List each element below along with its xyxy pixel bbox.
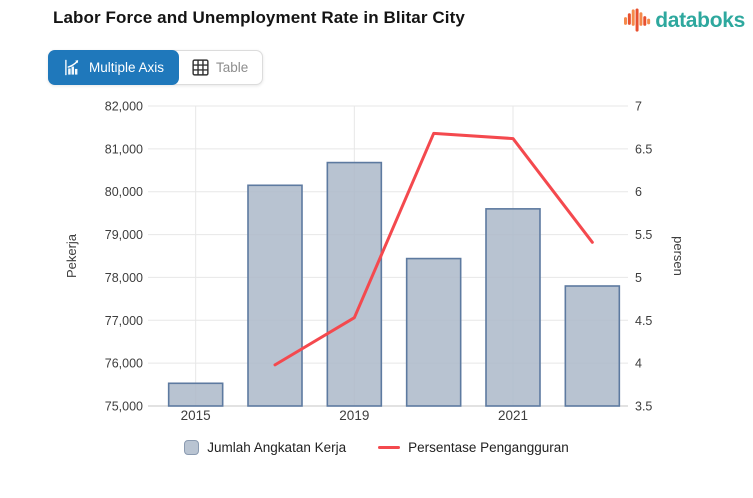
databoks-logo[interactable]: databoks [624, 7, 745, 34]
databoks-bars-icon [624, 8, 651, 32]
y-left-tick-label: 81,000 [105, 142, 143, 156]
y-right-tick-label: 4.5 [635, 314, 652, 328]
line-series-swatch [378, 445, 401, 450]
dual-axis-chart[interactable]: 75,000 3.5 76,000 4 77,000 4.5 78,000 5 79,000 5.… [0, 88, 753, 433]
view-switcher: Multiple Axis Table [48, 50, 264, 85]
y-right-tick-label: 6 [635, 185, 642, 199]
y-left-axis-title: Pekerja [64, 233, 79, 278]
bar-series-swatch [184, 440, 200, 455]
multiple-axis-chart-icon [63, 59, 82, 76]
tab-table[interactable]: Table [178, 51, 262, 84]
y-right-tick-label: 7 [635, 100, 642, 114]
y-left-tick-label: 82,000 [105, 100, 143, 114]
bar-col-4[interactable] [405, 257, 462, 407]
y-right-tick-label: 3.5 [635, 400, 652, 414]
y-left-tick-label: 78,000 [105, 271, 143, 285]
page-title: Labor Force and Unemployment Rate in Bli… [53, 8, 465, 27]
chart-legend: Jumlah Angkatan Kerja Persentase Pengang… [0, 440, 753, 455]
legend-item-labor-force[interactable]: Jumlah Angkatan Kerja [184, 440, 346, 455]
y-right-tick-label: 5 [635, 271, 642, 285]
bar-col-2[interactable] [247, 184, 303, 407]
y-left-tick-label: 76,000 [105, 357, 143, 371]
tab-multiple-axis[interactable]: Multiple Axis [48, 50, 180, 85]
bar-col-6[interactable] [564, 285, 621, 407]
y-left-tick-label: 75,000 [105, 400, 143, 414]
unemployment-rate-line[interactable] [273, 131, 594, 367]
databoks-wordmark: databoks [655, 8, 745, 32]
bar-2015[interactable] [167, 382, 224, 407]
y-left-tick-label: 79,000 [105, 228, 143, 242]
bar-2019[interactable] [326, 161, 383, 407]
tab-label: Multiple Axis [89, 60, 165, 75]
legend-label: Jumlah Angkatan Kerja [207, 440, 347, 455]
x-tick-label: 2021 [498, 408, 528, 423]
y-left-tick-label: 77,000 [105, 314, 143, 328]
legend-item-unemployment[interactable]: Persentase Pengangguran [378, 440, 569, 455]
y-left-tick-label: 80,000 [105, 185, 143, 199]
tab-label: Table [216, 60, 249, 75]
y-right-tick-label: 4 [635, 357, 642, 371]
y-right-axis-title: persen [671, 236, 686, 276]
x-tick-label: 2015 [181, 408, 211, 423]
x-tick-label: 2019 [339, 408, 369, 423]
y-right-tick-label: 6.5 [635, 142, 652, 156]
y-right-tick-label: 5.5 [635, 228, 652, 242]
table-grid-icon [192, 59, 209, 76]
bar-2021[interactable] [485, 208, 541, 407]
legend-label: Persentase Pengangguran [408, 440, 569, 455]
